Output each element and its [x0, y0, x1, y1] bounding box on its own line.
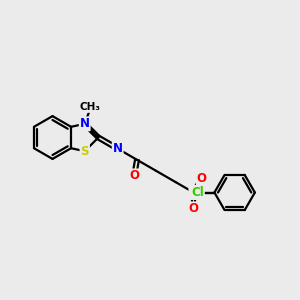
Text: O: O [129, 169, 139, 182]
Text: N: N [80, 117, 90, 130]
Text: CH₃: CH₃ [80, 102, 101, 112]
Text: N: N [113, 142, 123, 155]
Text: S: S [80, 145, 89, 158]
Text: O: O [189, 202, 199, 215]
Text: Cl: Cl [191, 186, 204, 199]
Text: O: O [197, 172, 207, 185]
Text: S: S [189, 186, 198, 199]
